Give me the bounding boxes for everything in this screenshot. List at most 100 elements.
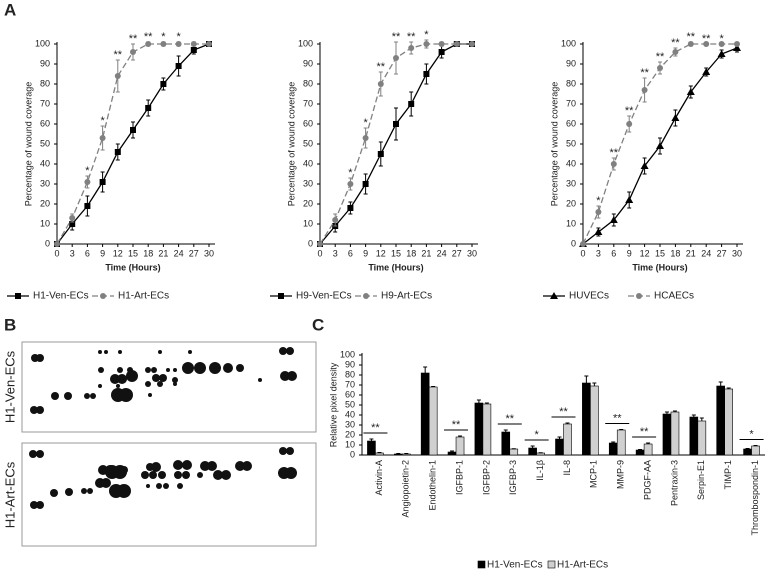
blot-spot [286,447,294,455]
y-tick-label: 80 [345,369,355,379]
y-tick-label: 90 [303,58,313,68]
error-bar [718,381,723,386]
bar [474,402,484,456]
x-tick-label: MMP-9 [616,460,626,489]
blot-spot [200,461,210,471]
marker [641,87,648,93]
y-tick-label: 90 [566,58,576,68]
bar [509,448,519,456]
legend-label: H1-Art-ECs [118,291,169,302]
bar [563,423,572,456]
legend-label: H9-Art-ECs [381,291,432,302]
blot-spot [173,368,177,372]
y-tick-label: 50 [345,399,355,409]
legend-marker [363,293,369,299]
blot-spot [285,467,297,479]
error-bar [584,375,589,383]
bar [428,386,438,456]
blot-spot [182,362,194,374]
x-tick-label: 15 [391,248,401,258]
y-tick-label: 50 [566,138,576,148]
significance: ** [625,105,634,117]
blot-spot [51,392,59,400]
blot-spot [166,368,170,372]
marker [718,41,725,47]
blot-label: H1-Art-ECs [2,461,17,528]
y-tick-label: 30 [303,178,313,188]
x-axis-title: Time (Hours) [632,262,687,272]
x-tick-label: 12 [113,248,123,258]
bar [528,447,537,456]
panel-label: B [4,315,16,334]
blot-spot [194,362,206,374]
legend-marker [550,292,558,299]
x-tick-label: 30 [467,248,477,258]
x-tick-label: 3 [333,248,338,258]
error-bar [476,399,481,403]
blot-spot [146,484,150,488]
y-tick-label: 50 [303,138,313,148]
bar [555,438,564,456]
blot-spot [113,465,127,479]
blot-spot [145,381,151,387]
blot-spot [29,450,37,458]
x-tick-label: Pentraxin-3 [669,460,679,506]
x-axis-title: Time (Hours) [105,262,160,272]
blot-spot [117,367,123,373]
blot-spot [286,347,294,355]
blot-spot [151,462,161,472]
error-bar [503,429,508,432]
x-tick-label: IGFBP-1 [454,460,464,495]
y-axis-title: Relative pixel density [328,362,338,447]
marker [469,41,475,47]
error-bar [726,387,731,389]
x-tick-label: 12 [640,248,650,258]
marker [595,209,602,215]
bar [608,442,618,456]
x-tick-label: 6 [348,248,353,258]
significance: ** [505,413,514,425]
y-tick-label: 10 [345,439,355,449]
marker [702,68,711,75]
marker [362,135,369,141]
blot-spot [152,374,160,382]
blot-spot [36,450,44,458]
y-tick-label: 70 [566,98,576,108]
bar [616,429,626,456]
significance: * [596,195,601,207]
bar [536,452,545,456]
x-tick-label: 24 [174,248,184,258]
marker [393,55,399,61]
marker [438,49,445,55]
marker [423,41,430,47]
y-tick-label: 100 [561,38,576,48]
marker [686,88,695,95]
x-tick-label: 27 [189,248,199,258]
bar [447,451,457,456]
y-tick-label: 100 [340,349,355,359]
marker [84,203,91,209]
blot-spot [149,471,157,479]
marker [317,241,323,247]
blot-spot [158,471,166,479]
y-tick-label: 40 [303,158,313,168]
blot-spot [90,393,96,399]
marker [423,71,430,77]
blot-spot [148,393,152,397]
significance: ** [452,419,461,431]
significance: ** [129,33,138,45]
error-bar [396,453,401,454]
blot-spot [197,472,203,478]
error-bar [672,410,677,412]
y-tick-label: 60 [566,118,576,128]
bar [401,453,411,456]
marker [377,81,384,87]
y-tick-label: 20 [303,198,313,208]
blot-spot [118,350,122,354]
blot-spot [65,488,73,496]
panel-label: A [4,0,16,19]
blot-spot [104,350,108,354]
y-tick-label: 100 [298,38,313,48]
marker [145,41,152,47]
